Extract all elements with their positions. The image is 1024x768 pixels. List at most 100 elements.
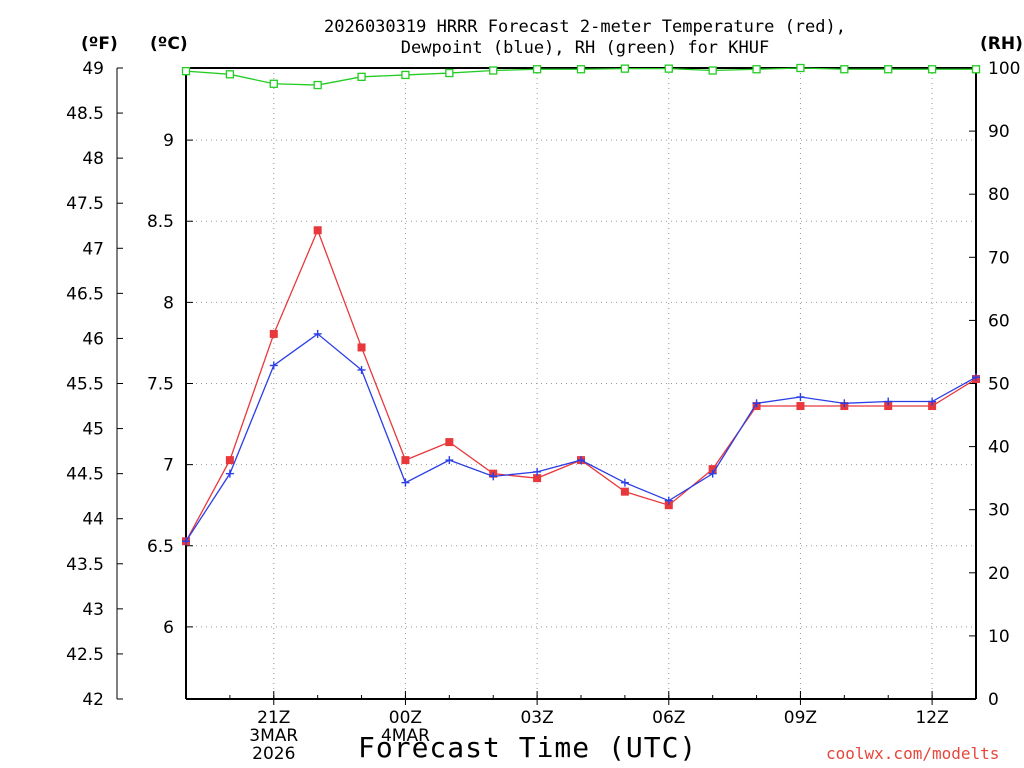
dewpoint-point — [884, 397, 893, 406]
rh-point — [927, 65, 937, 74]
temperature-point — [796, 402, 805, 411]
dewpoint-line — [185, 333, 977, 542]
fahrenheit-tick-label: 47.5 — [66, 194, 104, 214]
fahrenheit-tick-label: 43 — [82, 600, 104, 620]
temperature-point — [928, 402, 937, 411]
rh-tick-label: 10 — [988, 627, 1010, 647]
x-tick-label: 21Z — [257, 708, 290, 728]
dewpoint-point — [225, 469, 234, 478]
rh-point — [313, 80, 322, 90]
chart-title-line-1: 2026030319 HRRR Forecast 2-meter Tempera… — [324, 17, 846, 37]
fahrenheit-tick-label: 46.5 — [66, 284, 104, 304]
credit-link[interactable]: coolwx.com/modelts — [826, 744, 1000, 763]
fahrenheit-tick-label: 43.5 — [66, 555, 104, 575]
rh-point — [489, 66, 498, 75]
temperature-point — [884, 402, 893, 411]
fahrenheit-tick-label: 46 — [82, 329, 104, 349]
rh-point — [664, 64, 673, 73]
dewpoint-point — [796, 393, 805, 402]
dewpoint-point — [357, 365, 366, 374]
celsius-tick-label: 8 — [163, 293, 174, 313]
dewpoint-point — [313, 329, 322, 338]
rh-point — [620, 64, 630, 73]
chart-title-line-2: Dewpoint (blue), RH (green) for KHUF — [400, 38, 770, 58]
fahrenheit-tick-label: 49 — [82, 59, 104, 79]
fahrenheit-tick-label: 45 — [82, 420, 104, 440]
rh-point — [708, 66, 717, 75]
x-tick-label: 2026 — [252, 744, 295, 764]
rh-point — [752, 65, 761, 74]
rh-point — [401, 70, 410, 80]
dewpoint-point — [664, 496, 673, 505]
tick-marks: 42 42.5 43 43.5 44 44.5 45 45.5 46 46.5 47 47.5 48 48… — [66, 59, 1020, 764]
dewpoint-point — [489, 472, 498, 481]
x-tick-label: 09Z — [784, 708, 817, 728]
temperature-point — [664, 501, 673, 510]
rh-point — [840, 65, 849, 74]
rh-point — [445, 68, 454, 78]
x-tick-label: 3MAR — [249, 726, 298, 746]
rh-point — [532, 65, 542, 74]
rh-point — [576, 65, 586, 74]
dewpoint-point — [972, 373, 980, 382]
celsius-tick-label: 8.5 — [147, 212, 174, 232]
rh-tick-label: 0 — [988, 690, 999, 710]
rh-tick-label: 30 — [988, 501, 1010, 521]
temperature-point — [620, 487, 629, 496]
fahrenheit-tick-label: 47 — [82, 239, 104, 259]
celsius-tick-label: 9 — [163, 131, 174, 151]
temperature-point — [269, 329, 278, 338]
temperature-point — [225, 456, 234, 465]
data-series — [181, 63, 981, 546]
rh-tick-label: 50 — [988, 375, 1010, 395]
temperature-point — [313, 226, 322, 235]
rh-point — [269, 79, 278, 88]
fahrenheit-tick-label: 48.5 — [66, 104, 104, 124]
dewpoint-point — [752, 399, 761, 408]
celsius-tick-label: 7.5 — [147, 375, 174, 395]
dewpoint-point — [840, 399, 849, 408]
celsius-tick-label: 6.5 — [147, 537, 174, 557]
fahrenheit-tick-label: 42.5 — [66, 645, 104, 665]
x-tick-label: 4MAR — [381, 726, 430, 746]
rh-point — [357, 72, 366, 81]
x-tick-label: 00Z — [389, 708, 422, 728]
celsius-tick-label: 6 — [163, 618, 174, 638]
rh-point — [796, 63, 805, 73]
dewpoint-point — [708, 469, 717, 478]
celsius-tick-label: 7 — [163, 456, 174, 476]
fahrenheit-tick-label: 45.5 — [66, 375, 104, 395]
dewpoint-point — [577, 456, 585, 465]
fahrenheit-tick-label: 48 — [82, 149, 104, 169]
x-axis-label: Forecast Time (UTC) — [358, 731, 698, 764]
x-tick-label: 12Z — [915, 708, 948, 728]
rh-tick-label: 100 — [988, 59, 1020, 79]
rh-point — [971, 65, 981, 74]
rh-point — [225, 70, 235, 79]
temperature-point — [708, 465, 717, 474]
temperature-point — [445, 438, 454, 447]
rh-tick-label: 20 — [988, 564, 1010, 584]
fahrenheit-tick-label: 44.5 — [66, 465, 104, 485]
rh-point — [884, 65, 893, 74]
x-tick-label: 03Z — [520, 708, 553, 728]
fahrenheit-tick-label: 42 — [82, 690, 104, 710]
rh-point — [181, 67, 191, 76]
temperature-point — [401, 456, 410, 465]
dewpoint-point — [533, 467, 542, 476]
rh-tick-label: 80 — [988, 185, 1010, 205]
dewpoint-point — [445, 456, 454, 465]
temperature-point — [533, 474, 542, 483]
celsius-unit-label: (ºC) — [150, 34, 188, 54]
dewpoint-point — [269, 361, 278, 370]
dewpoint-point — [620, 478, 629, 487]
rh-tick-label: 60 — [988, 311, 1010, 331]
dewpoint-point — [928, 397, 937, 406]
temperature-line — [185, 228, 977, 542]
dewpoint-point — [182, 537, 190, 546]
grid-lines — [186, 68, 976, 699]
rh-tick-label: 90 — [988, 122, 1010, 142]
rh-tick-label: 70 — [988, 248, 1010, 268]
fahrenheit-tick-label: 44 — [82, 510, 104, 530]
